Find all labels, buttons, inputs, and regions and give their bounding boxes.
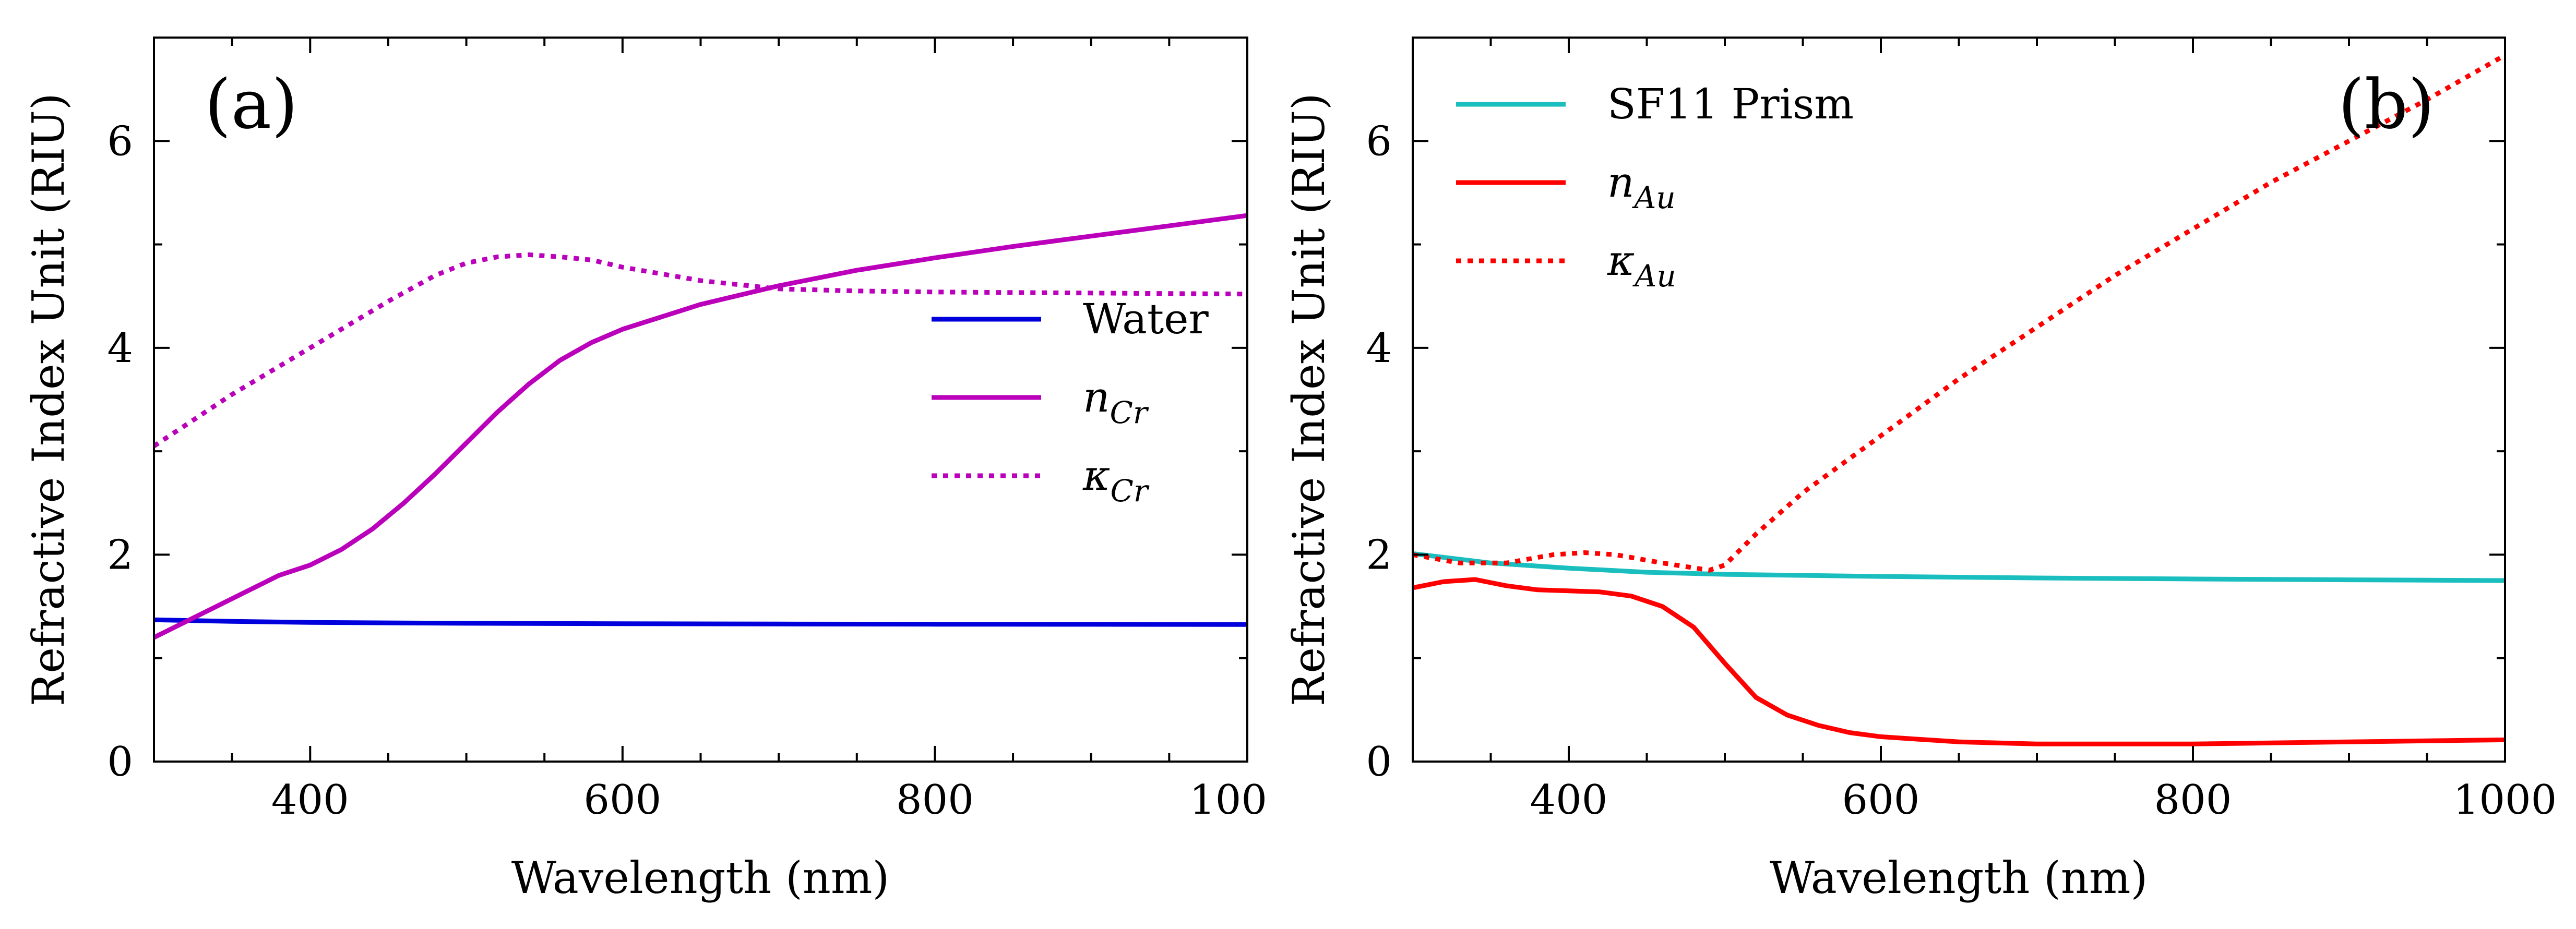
panel-b-x-tick-label: 600 [1842, 777, 1920, 824]
panel-a-legend: Water nCr κCr [932, 295, 1209, 509]
panel-a-x-axis-label: Wavelength (nm) [511, 852, 890, 903]
panel-a-ticks [153, 37, 1248, 763]
panel-b-x-tick-label: 400 [1530, 777, 1608, 824]
panel-b-tick-labels: 400 600 800 1000 0 2 4 6 [1366, 118, 2557, 824]
panel-a-series-water [154, 617, 1247, 627]
panel-a-lines [154, 213, 1247, 640]
panel-b-y-tick-label: 6 [1366, 118, 1392, 165]
panel-b-ticks [1412, 37, 2506, 763]
panel-a-label: (a) [205, 65, 298, 144]
panel-b-y-tick-label: 0 [1366, 739, 1392, 786]
panel-a-x-tick-label: 800 [896, 777, 974, 824]
panel-a-y-tick-label: 4 [107, 325, 133, 372]
panel-a-x-tick-label: 100 [1189, 777, 1267, 824]
panel-b-y-axis-label: Refractive Index Unit (RIU) [1283, 93, 1334, 706]
panel-a-x-tick-label: 400 [271, 777, 349, 824]
panel-a-legend-entry: κCr [1082, 451, 1150, 509]
panel-a-y-tick-label: 0 [107, 739, 133, 786]
panel-a-legend-entry: nCr [1083, 373, 1149, 430]
panel-b-y-tick-label: 2 [1366, 532, 1392, 578]
panel-a-legend-entry: Water [1083, 295, 1209, 343]
panel-b-legend-entry: SF11 Prism [1607, 80, 1854, 128]
panel-b-series-sf11-prism [1413, 551, 2505, 583]
panel-a-y-axis-label: Refractive Index Unit (RIU) [23, 93, 74, 706]
panel-b-lines [1413, 53, 2505, 746]
panel-a-series-n-cr [154, 213, 1247, 640]
panel-a-x-tick-label: 600 [583, 777, 661, 824]
panel-b-label: (b) [2338, 65, 2435, 144]
panel-b-legend: SF11 Prism nAu κAu [1456, 80, 1854, 294]
panel-b-x-tick-label: 800 [2154, 777, 2232, 824]
panel-b-legend-entry: nAu [1607, 158, 1676, 215]
panel-b: 400 600 800 1000 0 2 4 6 Wavelength (nm) Refrac… [1283, 37, 2557, 903]
panel-a-y-tick-label: 2 [107, 532, 133, 578]
panel-a-y-tick-label: 6 [107, 118, 133, 165]
panel-b-x-tick-label: 1000 [2453, 777, 2557, 824]
panel-a-series-kappa-cr [154, 252, 1247, 448]
panel-b-x-axis-label: Wavelength (nm) [1770, 852, 2148, 903]
panel-b-y-tick-label: 4 [1366, 325, 1392, 372]
panel-b-series-n-au [1413, 577, 2505, 746]
panel-b-series-kappa-au [1413, 53, 2505, 573]
panel-b-legend-entry: κAu [1607, 236, 1676, 294]
